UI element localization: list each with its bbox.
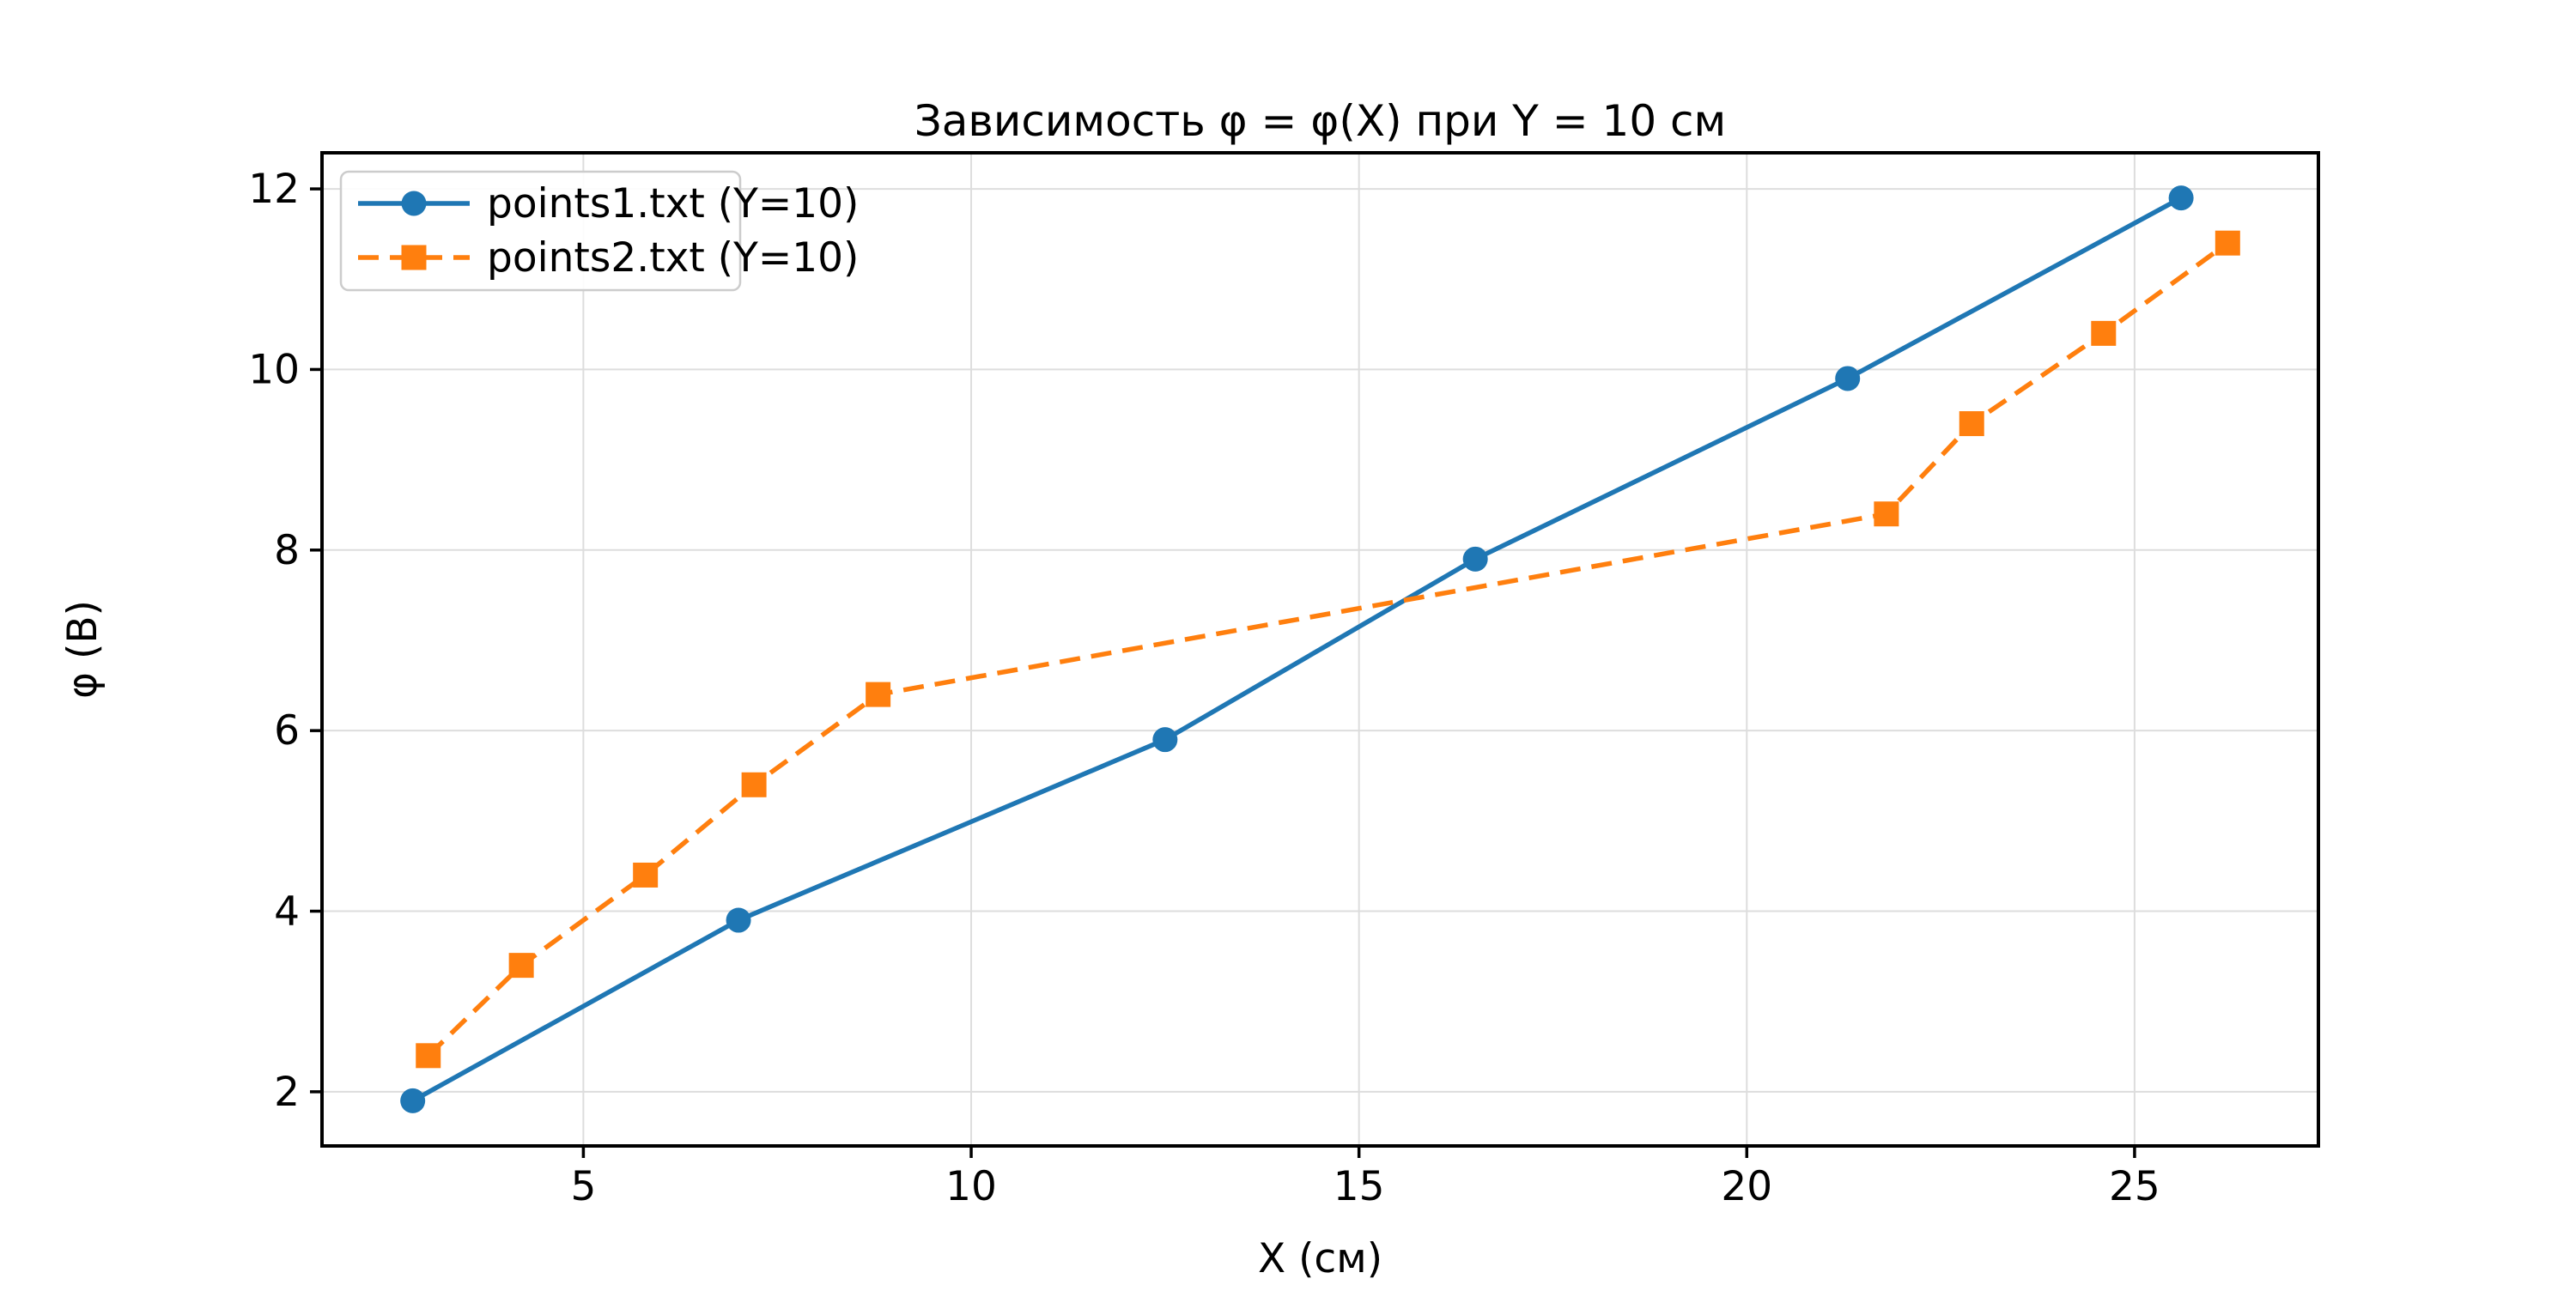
x-axis-label: X (см)	[1258, 1235, 1382, 1282]
series-points1.txt (Y=10)	[400, 185, 2194, 1113]
y-tick-label: 4	[274, 888, 300, 936]
y-tick-label: 10	[248, 346, 300, 393]
series-points2.txt (Y=10)	[416, 230, 2240, 1069]
data-point-circle	[2168, 185, 2194, 211]
data-point-square	[866, 682, 891, 707]
legend: points1.txt (Y=10) points2.txt (Y=10)	[339, 170, 859, 292]
x-tick-label: 15	[1334, 1163, 1385, 1210]
legend-entry-series1: points1.txt (Y=10)	[358, 180, 859, 227]
plot-border-spines	[320, 151, 2320, 1148]
x-tick-label: 10	[945, 1163, 997, 1210]
y-tick-label: 6	[274, 707, 300, 755]
x-tick-label: 5	[570, 1163, 596, 1210]
y-tick-label: 12	[248, 166, 300, 213]
legend-label-series1: points1.txt (Y=10)	[487, 180, 859, 227]
y-tick-label: 2	[274, 1069, 300, 1116]
data-point-square	[2215, 230, 2240, 256]
series-line-solid	[411, 196, 2183, 1103]
data-point-circle	[1835, 366, 1861, 391]
data-point-square	[2091, 320, 2117, 346]
chart-title: Зависимость φ = φ(X) при Y = 10 см	[914, 96, 1727, 146]
data-point-circle	[400, 1088, 426, 1113]
data-point-square	[416, 1043, 441, 1069]
data-point-square	[508, 953, 534, 979]
legend-entry-series2: points2.txt (Y=10)	[358, 234, 859, 282]
legend-label-series2: points2.txt (Y=10)	[487, 234, 859, 282]
data-point-circle	[1462, 546, 1488, 572]
data-point-square	[741, 772, 767, 797]
legend-circle-marker-series1	[401, 191, 427, 216]
data-point-square	[1959, 411, 1984, 437]
data-point-circle	[1152, 727, 1178, 753]
axes: 5 10 15 20 25 2 4 6 8 10 12	[248, 151, 2320, 1210]
data-point-circle	[726, 907, 751, 933]
x-tick-label: 20	[1721, 1163, 1772, 1210]
series-line-dashed	[426, 240, 2229, 1058]
x-tick-label: 25	[2109, 1163, 2160, 1210]
legend-square-marker-series2	[401, 245, 427, 270]
data-point-square	[1874, 501, 1899, 527]
data-point-square	[633, 862, 659, 888]
y-tick-label: 8	[274, 527, 300, 574]
y-axis-label: φ (В)	[59, 600, 106, 699]
data-series	[400, 185, 2240, 1113]
